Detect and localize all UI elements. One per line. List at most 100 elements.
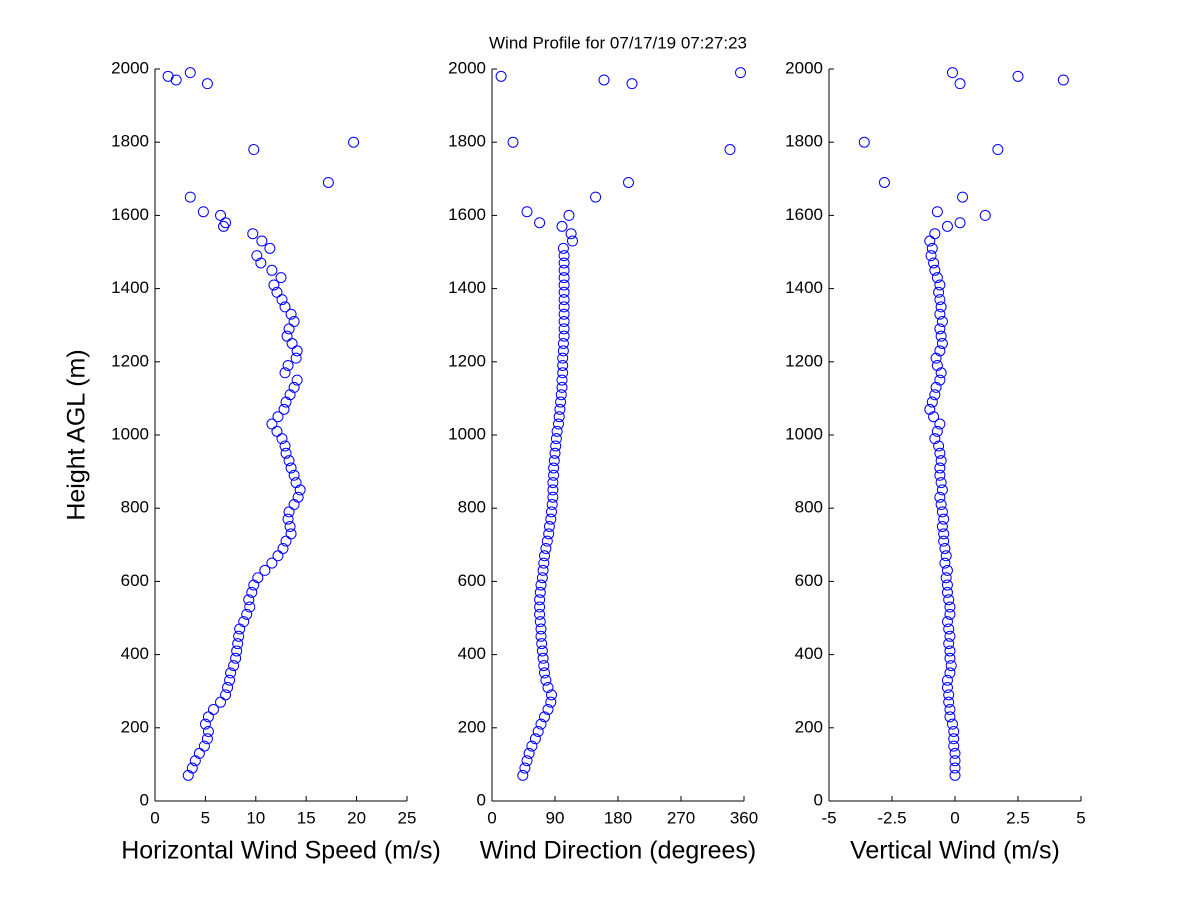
point [535, 718, 547, 730]
y-axis-label: Height AGL (m) [63, 349, 91, 520]
point [948, 740, 960, 752]
point [936, 521, 948, 532]
y-tick-label: 0 [477, 790, 486, 809]
x-tick-label: 10 [246, 808, 265, 827]
x-tick-label: 20 [347, 808, 366, 827]
point [949, 762, 961, 774]
point [934, 323, 946, 335]
point [519, 762, 531, 774]
point [931, 272, 943, 284]
point [553, 418, 564, 430]
x-tick-label: 15 [297, 808, 316, 827]
point [532, 725, 544, 737]
point [252, 572, 264, 584]
point [290, 352, 302, 364]
point [944, 711, 956, 723]
point [538, 660, 550, 672]
point [291, 345, 303, 357]
point [557, 345, 569, 357]
y-tick-label: 1800 [448, 132, 486, 151]
point [623, 176, 634, 188]
point [279, 367, 291, 379]
point [290, 477, 302, 489]
point [943, 623, 955, 635]
point [948, 725, 960, 737]
point [943, 638, 955, 650]
point [264, 242, 276, 254]
point [941, 674, 953, 686]
point [198, 740, 210, 752]
point [943, 696, 955, 708]
y-tick-label: 1600 [785, 205, 823, 224]
point [926, 396, 938, 408]
point [929, 389, 941, 401]
point [521, 206, 533, 218]
point [565, 228, 577, 240]
point [266, 557, 278, 569]
point [268, 279, 280, 291]
point [542, 682, 554, 694]
point [555, 396, 567, 408]
x-axis-label: Wind Direction (degrees) [480, 837, 757, 865]
point [284, 521, 296, 532]
point [933, 286, 945, 298]
point [276, 433, 288, 445]
point [546, 499, 558, 511]
point [941, 616, 953, 628]
point [282, 513, 294, 525]
point [934, 345, 946, 357]
point [934, 374, 946, 386]
point [935, 301, 947, 313]
point [548, 462, 560, 474]
point [247, 228, 259, 240]
point [244, 601, 256, 613]
point [282, 359, 294, 371]
point [938, 535, 950, 547]
point [936, 316, 948, 328]
point [941, 220, 953, 232]
x-tick-label: 2.5 [1006, 808, 1030, 827]
y-tick-label: 1000 [111, 424, 149, 443]
x-tick-label: 180 [604, 808, 632, 827]
point [517, 769, 529, 781]
point [878, 176, 890, 188]
point [935, 477, 947, 489]
x-tick-label: 90 [546, 808, 565, 827]
point [284, 389, 296, 401]
y-tick-label: 1200 [448, 351, 486, 370]
point [558, 272, 570, 284]
point [281, 330, 293, 342]
point [546, 506, 557, 518]
point [285, 462, 297, 474]
point [938, 513, 950, 525]
point [243, 594, 255, 606]
y-tick-label: 400 [458, 644, 486, 663]
point [554, 403, 566, 415]
point [184, 191, 196, 203]
point [539, 667, 550, 679]
x-tick-label: 0 [950, 808, 959, 827]
y-tick-label: 600 [121, 571, 149, 590]
point [563, 209, 575, 221]
point [930, 381, 942, 393]
point [218, 220, 230, 232]
y-tick-label: 200 [795, 717, 823, 736]
point [220, 217, 232, 229]
point [220, 689, 232, 701]
point [230, 652, 242, 664]
point [546, 689, 557, 701]
point [285, 528, 297, 540]
point [944, 645, 956, 657]
point [556, 220, 568, 232]
point [202, 711, 214, 723]
point [558, 308, 570, 320]
point [222, 682, 234, 694]
point [286, 338, 298, 349]
point [934, 294, 946, 306]
point [542, 704, 554, 715]
y-tick-label: 800 [121, 498, 149, 517]
y-tick-label: 1600 [448, 205, 486, 224]
y-tick-label: 600 [458, 571, 486, 590]
point [182, 769, 194, 781]
point [555, 389, 567, 401]
